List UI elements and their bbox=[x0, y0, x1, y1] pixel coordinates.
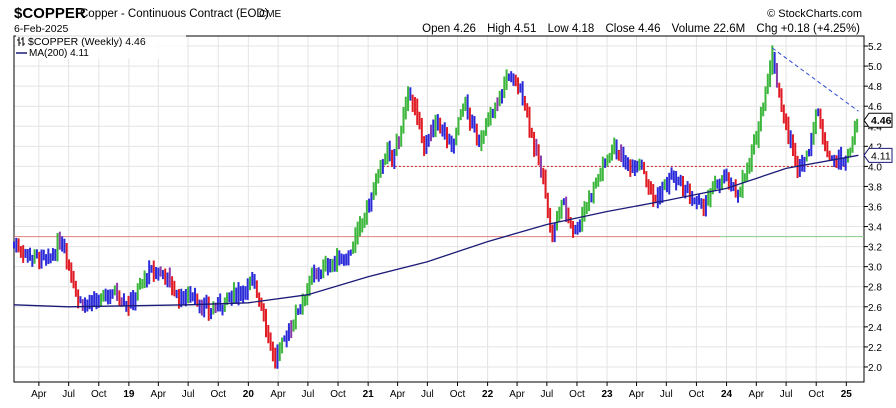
x-tick-label: Oct bbox=[450, 389, 466, 400]
ma200-line bbox=[13, 154, 859, 308]
ma-value: 4.11 bbox=[871, 150, 891, 162]
legend-ma-label: MA(200) 4.11 bbox=[29, 48, 89, 59]
horizontal-lines bbox=[14, 165, 864, 238]
x-tick-label: 21 bbox=[363, 389, 375, 400]
x-tick-label: 20 bbox=[243, 389, 255, 400]
x-tick-label: Jul bbox=[302, 389, 315, 400]
x-tick-label: 24 bbox=[721, 389, 733, 400]
y-tick-label: 2.4 bbox=[868, 323, 882, 334]
chart-symbol: $COPPER bbox=[14, 5, 86, 22]
x-tick-label: Jul bbox=[182, 389, 195, 400]
ma-value-badge bbox=[863, 147, 893, 163]
volume-label: Volume bbox=[671, 23, 711, 35]
high-value: 4.51 bbox=[513, 23, 537, 35]
y-tick-label: 2.8 bbox=[868, 283, 882, 294]
y-tick-label: 3.8 bbox=[868, 182, 882, 193]
x-tick-label: Oct bbox=[210, 389, 226, 400]
x-axis: Apr Jul Oct 19 Apr Jul Oct 20 Apr Jul Oct 21 Apr Jul O… bbox=[31, 382, 852, 400]
last-price-badge bbox=[863, 112, 893, 128]
x-tick-label: Apr bbox=[270, 389, 286, 400]
x-tick-label: Apr bbox=[509, 389, 525, 400]
x-tick-label: Apr bbox=[151, 389, 167, 400]
x-tick-label: Jul bbox=[660, 389, 673, 400]
price-badges: 4.46 4.11 bbox=[863, 112, 893, 163]
y-tick-label: 4.2 bbox=[868, 142, 882, 153]
open-value: 4.26 bbox=[453, 23, 476, 35]
y-tick-label: 4.6 bbox=[868, 102, 882, 113]
x-tick-label: Oct bbox=[569, 389, 585, 400]
x-tick-label: 19 bbox=[123, 389, 135, 400]
x-tick-label: Jul bbox=[780, 389, 793, 400]
x-tick-label: Jul bbox=[540, 389, 553, 400]
y-tick-label: 4.8 bbox=[868, 82, 882, 93]
exchange-label: CME bbox=[259, 9, 282, 20]
high-label: High bbox=[487, 23, 511, 35]
x-tick-label: Oct bbox=[330, 389, 346, 400]
y-tick-label: 3.4 bbox=[868, 223, 882, 234]
x-tick-label: Apr bbox=[31, 389, 47, 400]
plot-frame bbox=[13, 35, 865, 383]
x-tick-label: 25 bbox=[841, 389, 853, 400]
x-tick-label: Apr bbox=[629, 389, 645, 400]
attribution-link[interactable]: © StockCharts.com bbox=[767, 8, 862, 20]
volume-value: 22.6M bbox=[713, 23, 746, 35]
ohlc-readout: Open 4.26 High 4.51 Low 4.18 Close 4.46 … bbox=[422, 23, 860, 35]
y-tick-label: 3.6 bbox=[868, 202, 882, 213]
x-tick-label: 22 bbox=[482, 389, 494, 400]
chg-label: Chg bbox=[756, 23, 778, 35]
legend-box bbox=[16, 33, 186, 59]
chart-full-name: Copper - Continuous Contract (EOD) bbox=[80, 8, 269, 20]
close-label: Close bbox=[605, 23, 635, 35]
x-tick-label: Jul bbox=[421, 389, 434, 400]
x-tick-label: Oct bbox=[91, 389, 107, 400]
y-tick-label: 4.4 bbox=[868, 122, 882, 133]
legend-series-label: $COPPER (Weekly) 4.46 bbox=[28, 36, 146, 48]
x-tick-label: Oct bbox=[689, 389, 705, 400]
price-bars bbox=[13, 45, 859, 369]
chg-value: +0.18 (+4.25%) bbox=[780, 23, 860, 35]
chart-legend: $COPPER (Weekly) 4.46 MA(200) 4.11 bbox=[16, 33, 186, 59]
x-tick-label: Apr bbox=[749, 389, 765, 400]
y-tick-label: 4.0 bbox=[868, 162, 882, 173]
low-label: Low bbox=[547, 23, 569, 35]
open-label: Open bbox=[422, 23, 451, 35]
y-tick-label: 2.6 bbox=[868, 303, 882, 314]
x-tick-label: Oct bbox=[808, 389, 824, 400]
grid-lines bbox=[14, 36, 864, 382]
close-value: 4.46 bbox=[638, 23, 661, 35]
ma200-polyline bbox=[13, 154, 859, 308]
resistance-line bbox=[772, 47, 859, 112]
trend-lines bbox=[772, 47, 859, 112]
chart-date: 6-Feb-2025 bbox=[14, 23, 69, 35]
x-tick-label: Jul bbox=[62, 389, 75, 400]
x-tick-label: 23 bbox=[602, 389, 614, 400]
y-tick-label: 5.2 bbox=[868, 42, 882, 53]
y-tick-label: 2.2 bbox=[868, 343, 882, 354]
y-tick-label: 2.0 bbox=[868, 363, 882, 374]
y-axis: 2.0 2.2 2.4 2.6 2.8 3.0 3.2 3.4 3.6 3.8 4.0 4.2 4.4 4… bbox=[864, 42, 882, 374]
y-tick-label: 3.0 bbox=[868, 263, 882, 274]
y-tick-label: 5.0 bbox=[868, 62, 882, 73]
low-value: 4.18 bbox=[571, 23, 595, 35]
y-tick-label: 3.2 bbox=[868, 243, 882, 254]
legend-bar-icon bbox=[17, 37, 25, 46]
last-price-value: 4.46 bbox=[871, 115, 892, 127]
x-tick-label: Apr bbox=[390, 389, 406, 400]
